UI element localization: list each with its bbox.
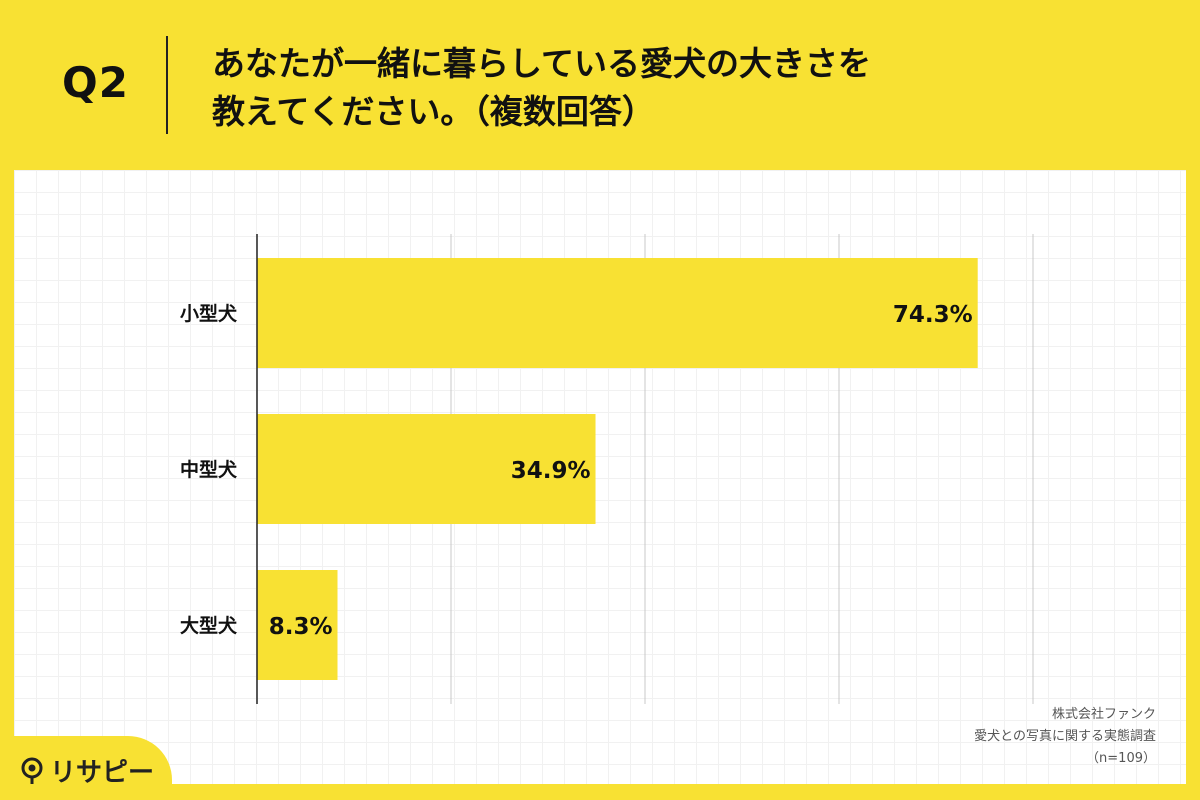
question-number: Q2 (62, 58, 129, 107)
pin-icon (21, 757, 43, 784)
bar-3 (257, 570, 338, 680)
value-label-3: 8.3% (269, 614, 333, 640)
value-label-1: 74.3% (893, 302, 973, 328)
question-title: あなたが一緒に暮らしている愛犬の大きさを 教えてください。（複数回答） (212, 40, 1112, 136)
source-company: 株式会社ファンク (1051, 707, 1156, 722)
category-label-2: 中型犬 (180, 458, 238, 481)
logo-text: リサピー (50, 758, 155, 788)
bar-2 (257, 414, 596, 524)
category-label-1: 小型犬 (180, 302, 238, 325)
source-sample-size: （n=109） (1086, 751, 1156, 766)
brand-logo: リサピー (20, 752, 154, 789)
category-label-3: 大型犬 (180, 614, 238, 637)
bar-1 (257, 258, 978, 368)
bar-chart: 小型犬 74.3% 中型犬 34.9% 大型犬 8.3% (180, 234, 1034, 704)
chart-panel: 小型犬 74.3% 中型犬 34.9% 大型犬 8.3% 株式会社ファンク 愛犬との写真に… (14, 170, 1186, 784)
value-label-2: 34.9% (511, 458, 591, 484)
header: Q2 あなたが一緒に暮らしている愛犬の大きさを 教えてください。（複数回答） (0, 0, 1200, 170)
header-divider (166, 36, 168, 134)
question-title-line-2: 教えてください。（複数回答） (212, 92, 655, 131)
source-note: 株式会社ファンク 愛犬との写真に関する実態調査 （n=109） (974, 704, 1156, 770)
question-title-line-1: あなたが一緒に暮らしている愛犬の大きさを (212, 44, 872, 83)
source-survey: 愛犬との写真に関する実態調査 (974, 729, 1156, 744)
